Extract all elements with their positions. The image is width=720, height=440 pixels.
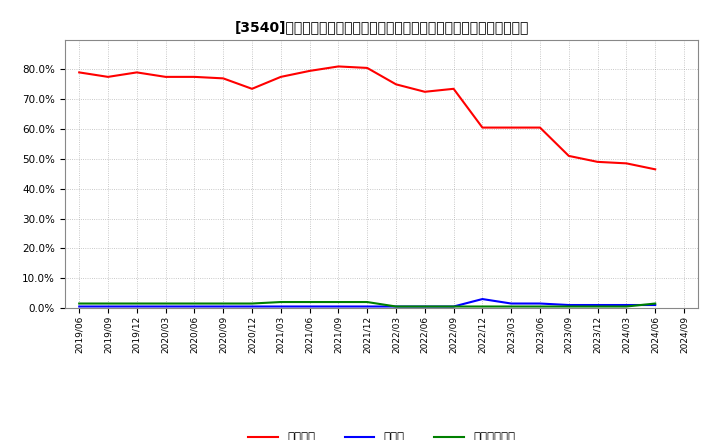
繰延税金資産	[248, 301, 256, 306]
のれん	[392, 304, 400, 309]
自己資本	[449, 86, 458, 92]
自己資本	[507, 125, 516, 130]
のれん	[536, 301, 544, 306]
繰延税金資産	[334, 299, 343, 304]
自己資本	[564, 153, 573, 158]
繰延税金資産	[363, 299, 372, 304]
自己資本	[536, 125, 544, 130]
繰延税金資産	[651, 301, 660, 306]
Line: 自己資本: 自己資本	[79, 66, 655, 169]
のれん	[75, 304, 84, 309]
繰延税金資産	[392, 304, 400, 309]
のれん	[622, 302, 631, 308]
自己資本	[161, 74, 170, 80]
繰延税金資産	[219, 301, 228, 306]
自己資本	[75, 70, 84, 75]
自己資本	[305, 68, 314, 73]
のれん	[161, 304, 170, 309]
自己資本	[392, 82, 400, 87]
自己資本	[190, 74, 199, 80]
繰延税金資産	[420, 304, 429, 309]
Title: [3540]　自己資本、のれん、繰延税金資産の総資産に対する比率の推移: [3540] 自己資本、のれん、繰延税金資産の総資産に対する比率の推移	[235, 20, 528, 34]
繰延税金資産	[132, 301, 141, 306]
繰延税金資産	[564, 304, 573, 309]
繰延税金資産	[104, 301, 112, 306]
のれん	[564, 302, 573, 308]
自己資本	[478, 125, 487, 130]
自己資本	[219, 76, 228, 81]
繰延税金資産	[190, 301, 199, 306]
自己資本	[132, 70, 141, 75]
繰延税金資産	[75, 301, 84, 306]
のれん	[420, 304, 429, 309]
繰延税金資産	[161, 301, 170, 306]
繰延税金資産	[593, 304, 602, 309]
繰延税金資産	[449, 304, 458, 309]
繰延税金資産	[276, 299, 285, 304]
のれん	[276, 304, 285, 309]
自己資本	[104, 74, 112, 80]
自己資本	[593, 159, 602, 165]
Legend: 自己資本, のれん, 繰延税金資産: 自己資本, のれん, 繰延税金資産	[243, 427, 520, 440]
繰延税金資産	[622, 304, 631, 309]
自己資本	[276, 74, 285, 80]
自己資本	[248, 86, 256, 92]
のれん	[478, 297, 487, 302]
繰延税金資産	[536, 304, 544, 309]
自己資本	[363, 65, 372, 70]
繰延税金資産	[478, 304, 487, 309]
繰延税金資産	[305, 299, 314, 304]
繰延税金資産	[507, 304, 516, 309]
自己資本	[420, 89, 429, 95]
のれん	[305, 304, 314, 309]
のれん	[363, 304, 372, 309]
のれん	[449, 304, 458, 309]
自己資本	[651, 167, 660, 172]
のれん	[507, 301, 516, 306]
Line: 繰延税金資産: 繰延税金資産	[79, 302, 655, 307]
自己資本	[622, 161, 631, 166]
のれん	[132, 304, 141, 309]
のれん	[334, 304, 343, 309]
のれん	[190, 304, 199, 309]
のれん	[219, 304, 228, 309]
のれん	[248, 304, 256, 309]
Line: のれん: のれん	[79, 299, 655, 307]
自己資本	[334, 64, 343, 69]
のれん	[651, 302, 660, 308]
のれん	[593, 302, 602, 308]
のれん	[104, 304, 112, 309]
